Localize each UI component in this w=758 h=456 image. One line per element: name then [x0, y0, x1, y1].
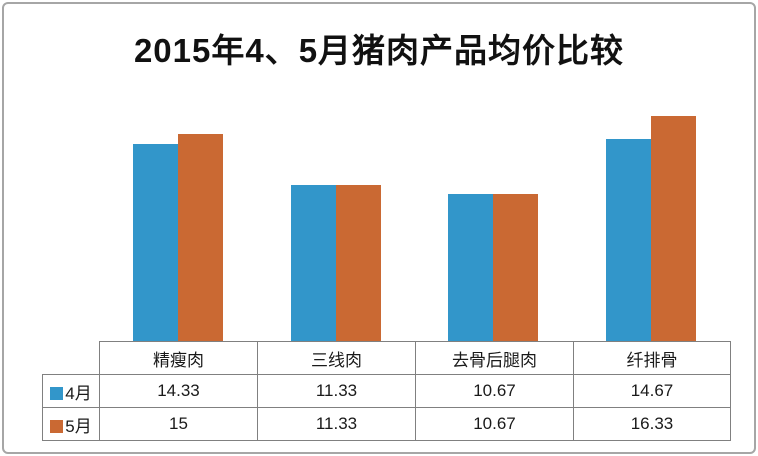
- table-corner-blank: [43, 342, 100, 375]
- value-cell-5月-三线肉: 11.33: [257, 407, 416, 441]
- bar-5月-三线肉: [335, 184, 381, 341]
- bar-4月-去骨后腿肉: [448, 193, 494, 341]
- chart-title: 2015年4、5月猪肉产品均价比较: [133, 32, 625, 69]
- bar-4月-精瘦肉: [132, 143, 178, 341]
- legend-cell-5月: 5月: [42, 407, 100, 441]
- value-cell-4月-去骨后腿肉: 10.67: [415, 374, 574, 408]
- category-header-三线肉: 三线肉: [257, 341, 416, 375]
- category-header-精瘦肉: 精瘦肉: [99, 341, 258, 375]
- table-row-5月: 5月 15 11.33 10.67 16.33: [42, 407, 731, 441]
- bar-5月-精瘦肉: [177, 134, 223, 341]
- bar-4月-纤排骨: [606, 138, 652, 341]
- bar-4月-三线肉: [290, 184, 336, 341]
- legend-label-4月: 4月: [65, 383, 92, 403]
- table-header-row: 精瘦肉 三线肉 去骨后腿肉 纤排骨: [43, 341, 731, 375]
- data-table-body: 精瘦肉 三线肉 去骨后腿肉 纤排骨 4月 14.33 11.33 10.67 14.67 5月 15…: [42, 341, 731, 441]
- value-cell-4月-三线肉: 11.33: [257, 374, 416, 408]
- legend-label-5月: 5月: [65, 416, 92, 436]
- table-row-4月: 4月 14.33 11.33 10.67 14.67: [42, 374, 731, 408]
- value-cell-5月-纤排骨: 16.33: [573, 407, 731, 441]
- value-cell-4月-纤排骨: 14.67: [573, 374, 731, 408]
- plot-area: [4, 4, 754, 452]
- value-cell-4月-精瘦肉: 14.33: [99, 374, 258, 408]
- value-cell-5月-精瘦肉: 15: [99, 407, 258, 441]
- bar-5月-纤排骨: [651, 116, 697, 341]
- legend-key-icon-5月: [50, 419, 64, 433]
- category-header-纤排骨: 纤排骨: [573, 341, 731, 375]
- data-table: 精瘦肉 三线肉 去骨后腿肉 纤排骨 4月 14.33 11.33 10.67 14.67 5月 15…: [42, 341, 731, 441]
- bar-5月-去骨后腿肉: [493, 193, 539, 341]
- legend-key-icon-4月: [50, 386, 64, 400]
- category-header-去骨后腿肉: 去骨后腿肉: [415, 341, 574, 375]
- value-cell-5月-去骨后腿肉: 10.67: [415, 407, 574, 441]
- legend-cell-4月: 4月: [42, 374, 100, 408]
